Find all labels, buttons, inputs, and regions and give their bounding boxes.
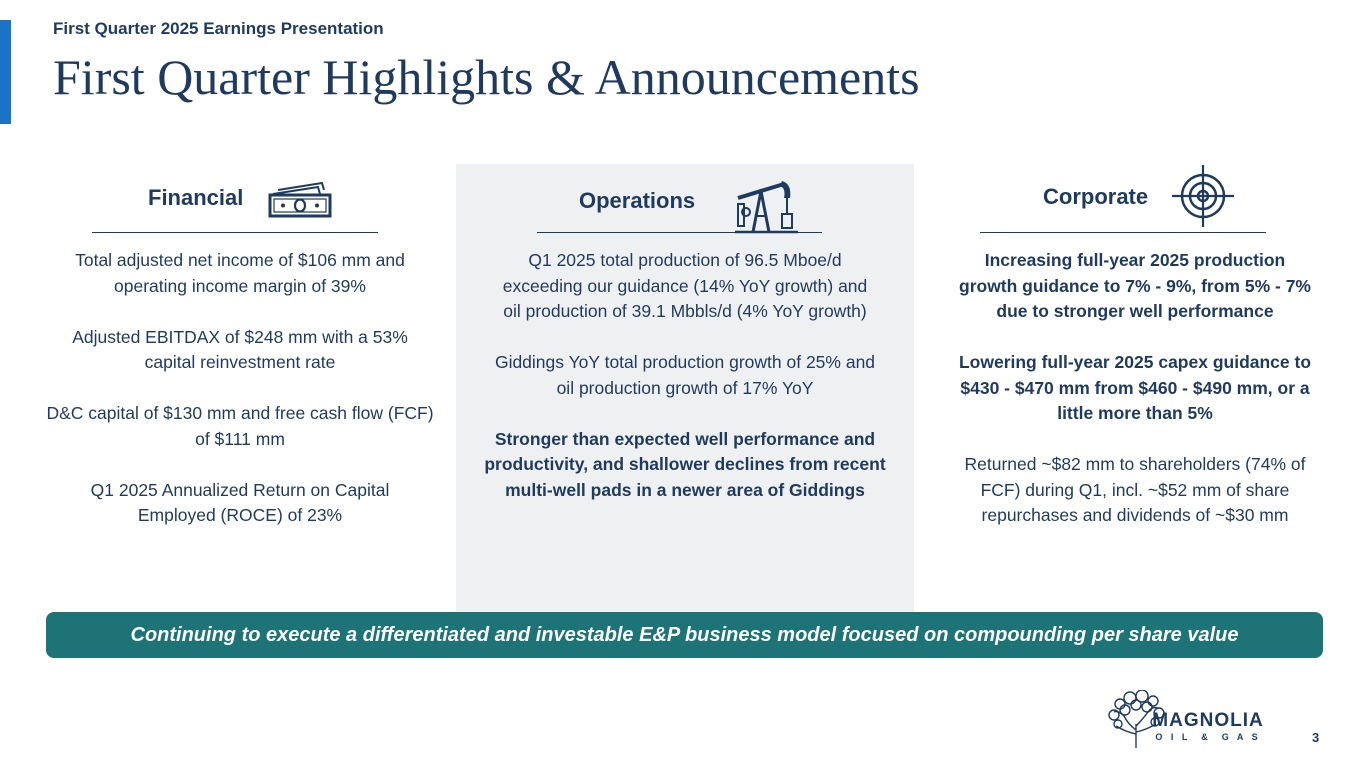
page-title: First Quarter Highlights & Announcements xyxy=(53,49,920,105)
corporate-item: Returned ~$82 mm to shareholders (74% of… xyxy=(964,454,1306,525)
operations-header: Operations xyxy=(456,181,914,234)
operations-item: Stronger than expected well performance … xyxy=(484,428,886,500)
accent-bar xyxy=(0,20,11,124)
operations-divider xyxy=(537,232,822,233)
financial-column: Financial Total adjusted net income of $… xyxy=(40,164,440,612)
financial-item: Total adjusted net income of $106 mm and… xyxy=(75,250,405,296)
financial-body: Total adjusted net income of $106 mm and… xyxy=(40,248,440,554)
magnolia-logo: MAGNOLIA O I L & G A S xyxy=(1106,689,1274,748)
tree-logo-icon xyxy=(1108,689,1165,748)
corporate-title: Corporate xyxy=(1043,184,1149,209)
logo-subtitle: O I L & G A S xyxy=(1155,732,1261,742)
corporate-header: Corporate xyxy=(925,165,1345,227)
operations-title: Operations xyxy=(579,188,696,213)
corporate-column: Corporate Increasing full-year 2025 prod… xyxy=(925,164,1345,612)
page-number: 3 xyxy=(1312,730,1320,745)
presentation-supertitle: First Quarter 2025 Earnings Presentation xyxy=(53,19,384,38)
financial-item: D&C capital of $130 mm and free cash flo… xyxy=(46,403,434,449)
pumpjack-icon xyxy=(735,181,798,234)
summary-banner: Continuing to execute a differentiated a… xyxy=(46,612,1323,658)
operations-column: Operations Q1 2025 total production of 9… xyxy=(456,164,914,612)
target-icon xyxy=(1172,165,1234,227)
corporate-divider xyxy=(980,232,1266,233)
operations-item: Q1 2025 total production of 96.5 Mboe/d … xyxy=(502,250,868,321)
money-icon xyxy=(268,182,332,218)
corporate-item: Increasing full-year 2025 production gro… xyxy=(959,250,1311,321)
corporate-item: Lowering full-year 2025 capex guidance t… xyxy=(958,352,1312,423)
financial-divider xyxy=(92,232,378,233)
corporate-body: Increasing full-year 2025 production gro… xyxy=(925,248,1345,554)
financial-header: Financial xyxy=(40,182,440,226)
financial-title: Financial xyxy=(148,185,244,210)
financial-item: Q1 2025 Annualized Return on Capital Emp… xyxy=(90,479,390,526)
operations-item: Giddings YoY total production growth of … xyxy=(494,352,876,398)
financial-item: Adjusted EBITDAX of $248 mm with a 53% c… xyxy=(72,326,408,373)
logo-name: MAGNOLIA xyxy=(1152,710,1264,731)
operations-body: Q1 2025 total production of 96.5 Mboe/d … xyxy=(456,248,914,529)
